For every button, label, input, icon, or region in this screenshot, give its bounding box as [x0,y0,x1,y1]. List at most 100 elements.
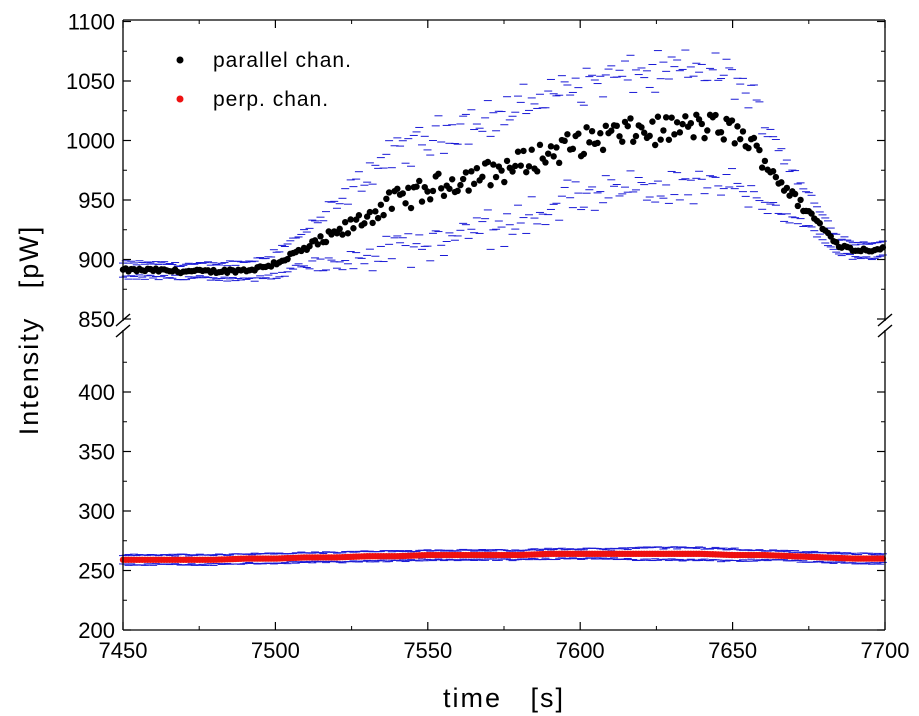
data-point-parallel [427,196,434,203]
y-tick-label-lower: 400 [78,380,115,405]
data-point-parallel [350,225,357,232]
data-point-parallel [418,198,426,205]
data-point-parallel [438,185,445,192]
data-point-parallel [446,185,453,192]
data-point-parallel [739,128,747,135]
axes-layer [115,19,893,631]
data-point-parallel [665,136,673,143]
data-point-parallel [797,196,804,204]
x-tick-label: 7600 [556,638,605,663]
data-point-parallel [660,127,667,134]
data-points-layer [119,111,887,563]
data-point-parallel [627,115,634,122]
data-point-parallel [791,190,799,198]
data-point-parallel [654,113,662,120]
data-point-parallel [405,184,412,192]
data-point-parallel [575,130,582,137]
data-point-parallel [641,129,648,136]
data-point-parallel [682,113,689,120]
data-point-parallel [687,119,695,127]
data-point-parallel [402,200,409,207]
data-point-parallel [673,119,681,126]
data-point-parallel [676,129,684,136]
y-tick-label-upper: 900 [78,248,115,273]
data-point-parallel [555,159,563,167]
data-point-parallel [341,218,349,226]
data-point-parallel [833,239,840,246]
data-point-parallel [547,143,555,150]
data-point-parallel [322,238,330,246]
data-point-parallel [517,162,524,169]
y-tick-label-upper: 1100 [68,10,115,35]
data-point-parallel [728,117,736,124]
data-point-parallel [701,134,708,142]
legend: parallel chan. perp. chan. [176,49,351,111]
data-point-parallel [512,162,519,170]
data-point-parallel [520,147,527,155]
error-bars-layer [119,49,887,566]
data-point-parallel [695,116,703,123]
data-point-parallel [372,208,379,215]
data-point-parallel [649,118,656,125]
axis-break-mark-right-2 [877,324,893,338]
data-point-parallel [388,205,396,212]
data-point-parallel [646,132,653,140]
data-point-parallel [632,132,640,140]
data-point-parallel [394,185,401,192]
data-point-parallel [435,170,442,177]
data-point-parallel [473,164,481,172]
data-point-parallel [624,122,631,130]
data-point-parallel [756,146,763,154]
data-point-parallel [712,111,719,119]
data-point-parallel [550,153,557,160]
data-point-parallel [339,231,346,238]
data-point-parallel [794,202,802,210]
data-point-parallel [679,120,686,128]
data-point-parallel [602,122,610,130]
data-point-parallel [720,136,727,143]
data-point-parallel [731,140,738,147]
data-point-parallel [479,173,486,181]
data-point-parallel [490,161,497,168]
legend-label-perp: perp. chan. [213,88,329,111]
data-point-parallel [383,195,390,203]
data-point-parallel [429,187,437,195]
data-point-parallel [772,173,780,181]
data-point-parallel [657,136,664,143]
data-point-parallel [586,139,593,146]
legend-marker-perp [176,95,184,103]
legend-marker-parallel [176,56,184,64]
data-point-parallel [638,124,645,131]
data-point-parallel [374,214,382,222]
data-point-parallel [580,150,588,158]
data-point-parallel [698,120,706,128]
data-point-parallel [553,144,560,151]
data-point-parallel [671,131,678,138]
data-point-parallel [424,188,431,195]
y-tick-label-upper: 950 [78,188,115,213]
data-point-parallel [470,180,478,188]
data-point-parallel [385,189,393,196]
data-point-parallel [503,157,511,165]
axis-break-mark-left-2 [115,324,131,338]
data-point-parallel [465,187,472,194]
data-point-parallel [484,158,492,166]
data-point-parallel [717,128,725,136]
data-point-parallel [369,219,376,227]
data-point-parallel [808,210,815,217]
data-point-parallel [544,150,552,157]
data-point-parallel [690,134,697,141]
data-point-parallel [361,220,368,227]
data-point-parallel [454,187,461,195]
y-tick-label-lower: 250 [78,559,115,584]
data-point-parallel [827,233,834,240]
data-point-parallel [498,167,505,174]
data-point-parallel [492,173,500,181]
data-point-parallel [630,138,637,145]
data-point-parallel [314,241,321,248]
x-axis-title: time [s] [443,683,565,713]
x-tick-label: 7450 [99,638,148,663]
data-point-parallel [487,182,494,189]
data-point-parallel [599,146,607,154]
